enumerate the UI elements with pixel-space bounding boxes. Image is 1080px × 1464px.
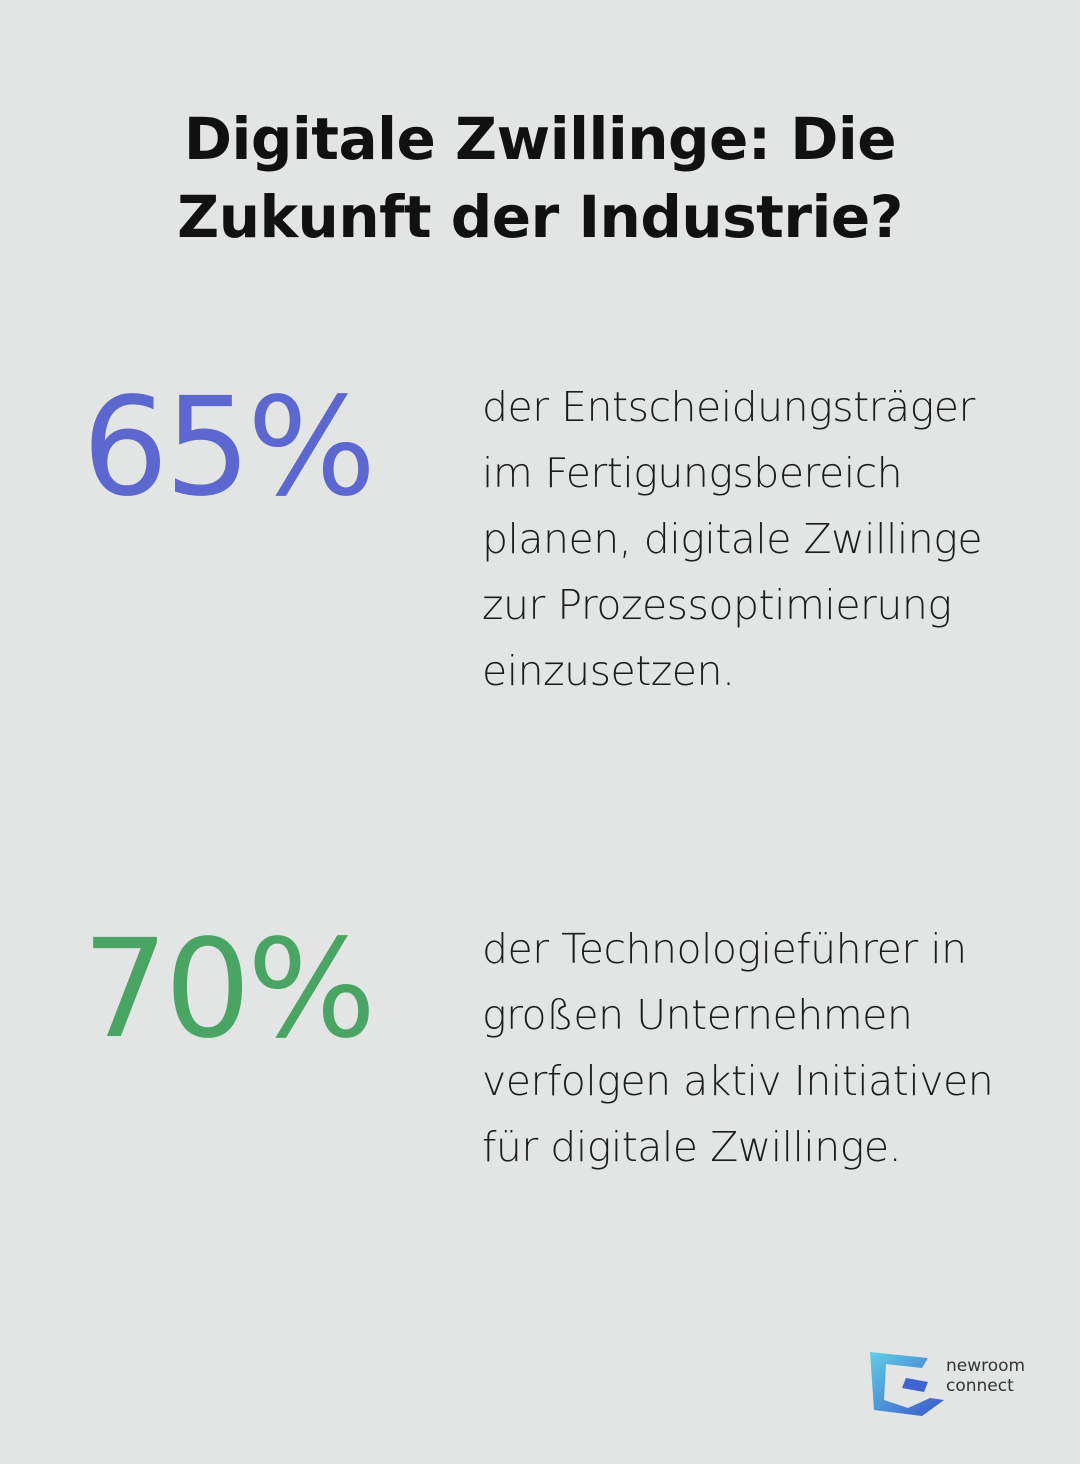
- brand-logo: newroom connect: [866, 1348, 1046, 1418]
- stat-description: der Entscheidungsträger im Fertigungsber…: [482, 383, 983, 695]
- logo-line-1: newroom: [946, 1356, 1026, 1376]
- page-title: Digitale Zwillinge: Die Zukunft der Indu…: [177, 105, 903, 251]
- stat-value: 65%: [82, 369, 376, 527]
- logo-line-2: connect: [946, 1376, 1014, 1396]
- stat-description: der Technologieführer in großen Unterneh…: [482, 925, 994, 1171]
- stat-value: 70%: [82, 911, 376, 1069]
- logo-wordmark: newroom connect: [946, 1356, 1025, 1396]
- newroom-connect-logo-icon: [870, 1352, 944, 1416]
